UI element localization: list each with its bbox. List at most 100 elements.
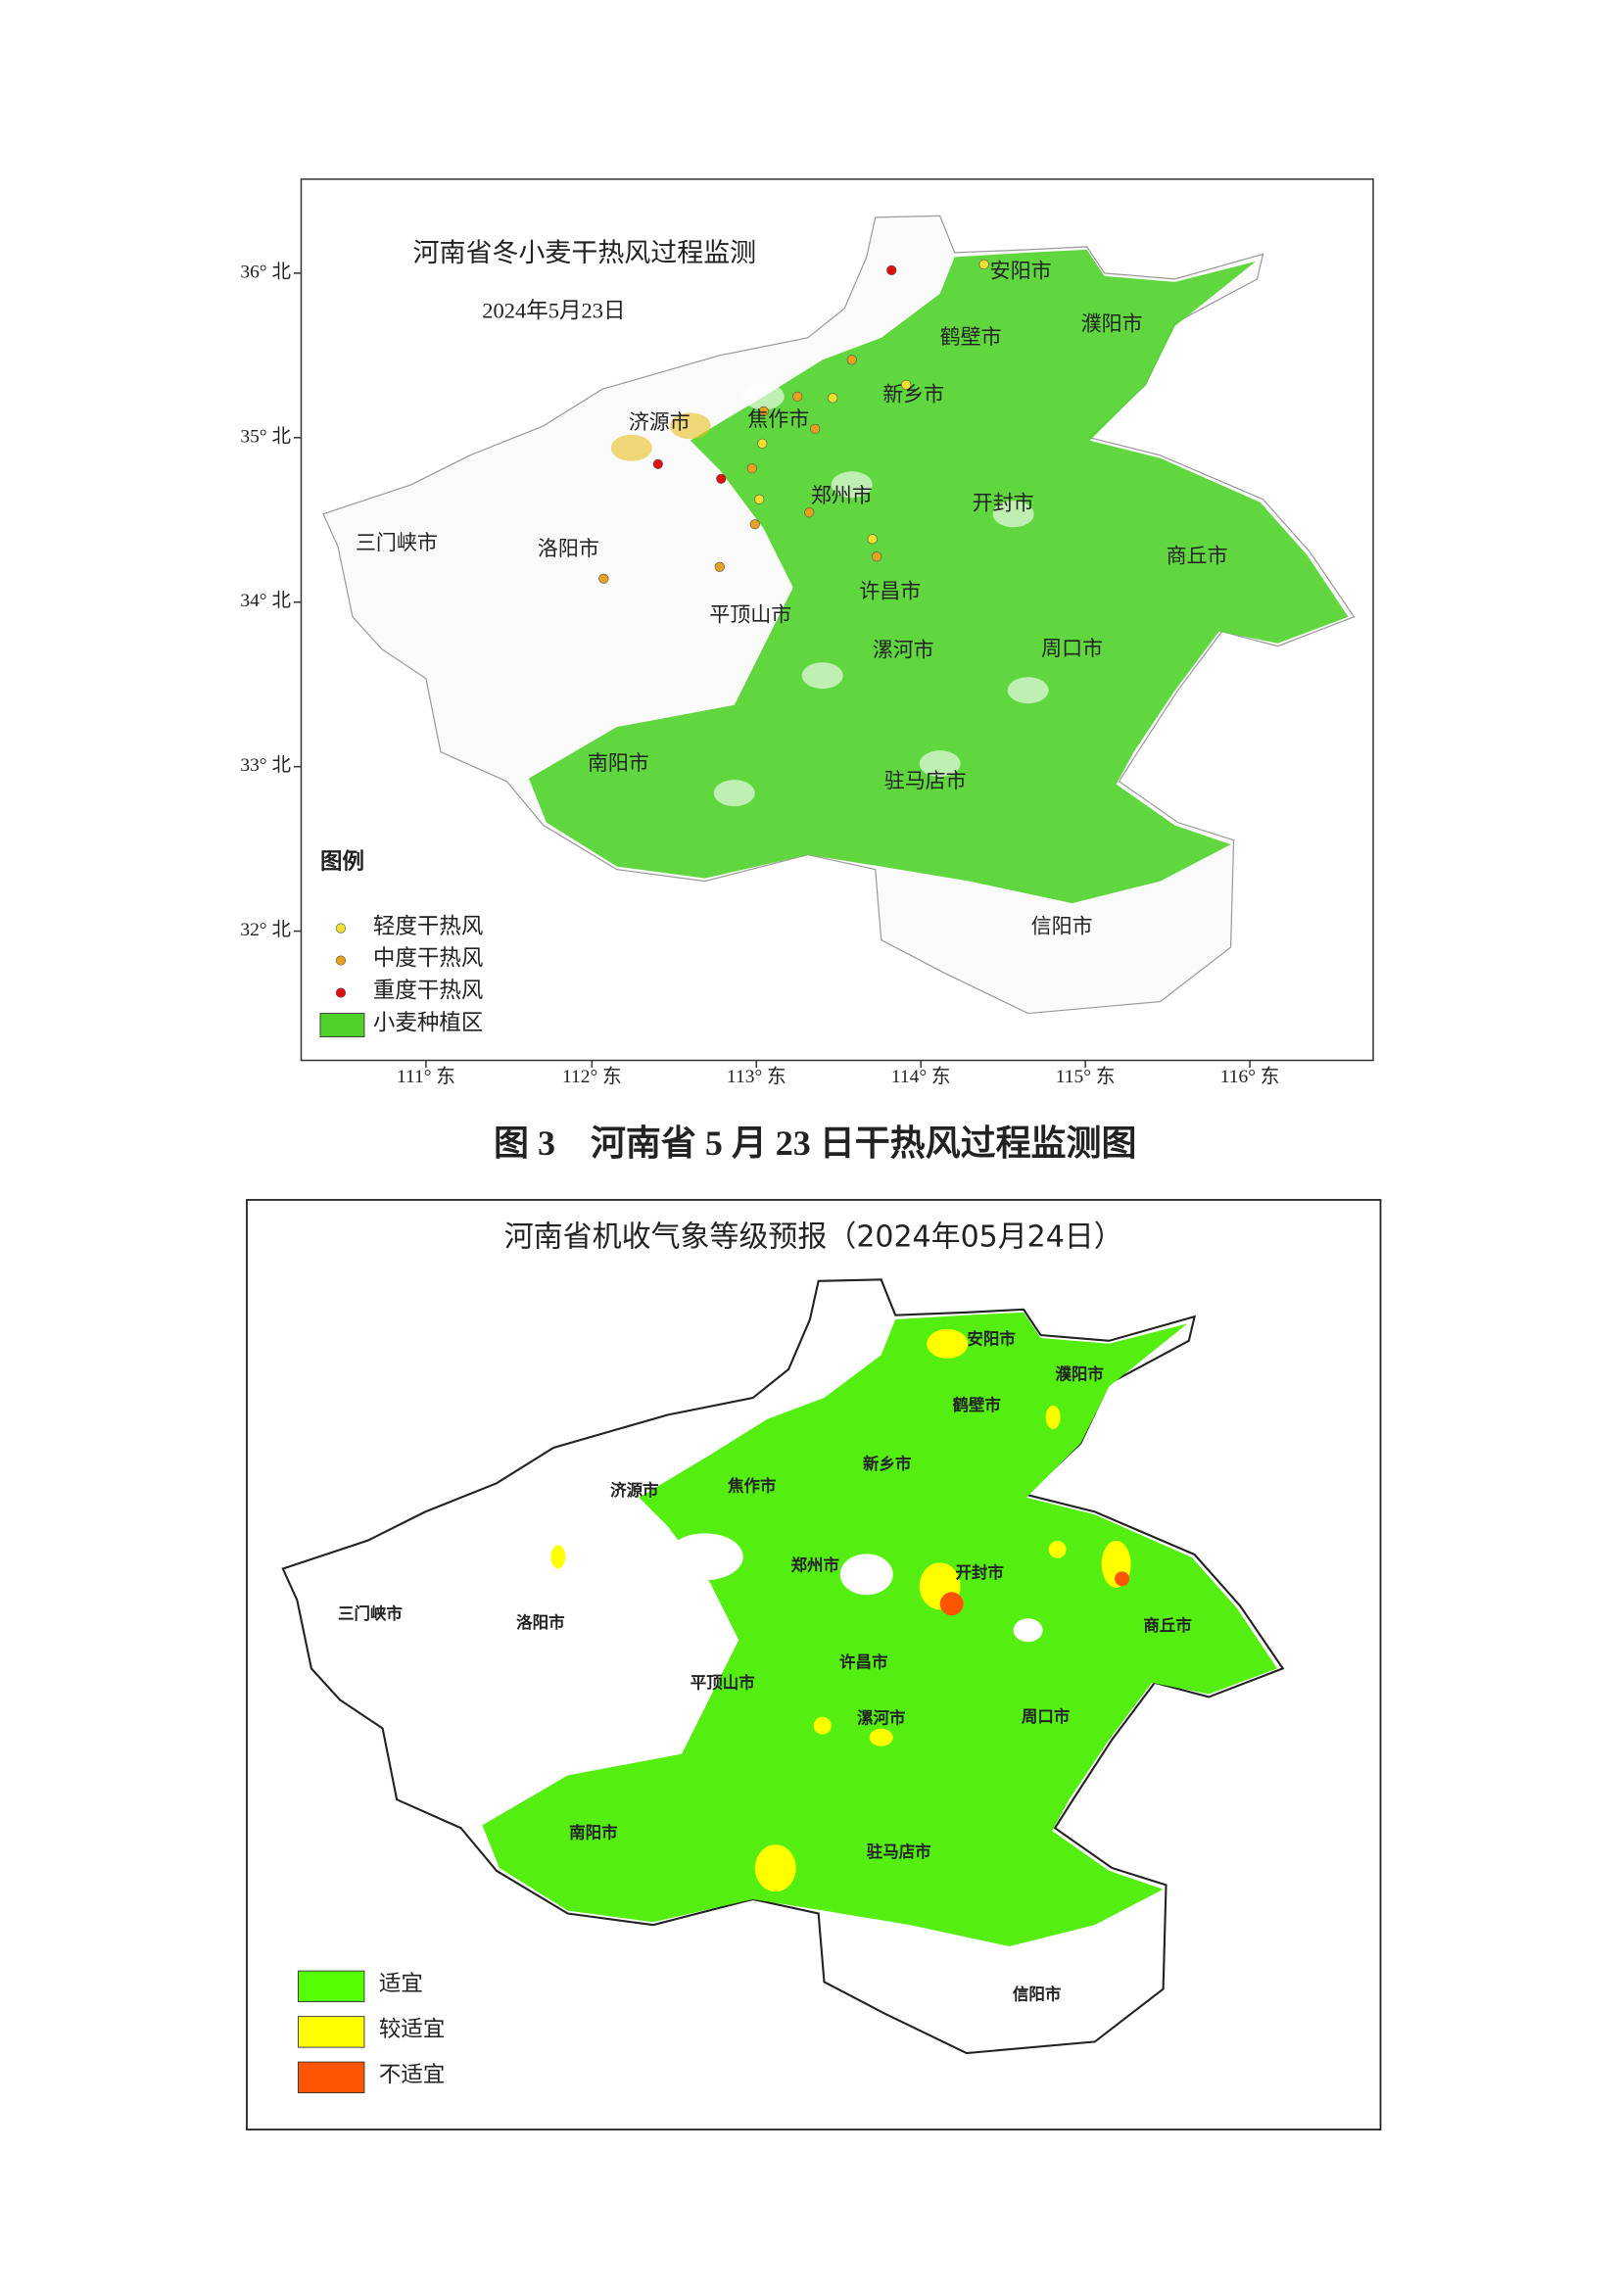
city-label: 郑州市 <box>811 484 873 507</box>
city-label: 安阳市 <box>990 260 1052 283</box>
monitor-point <box>886 264 897 275</box>
monitor-point <box>714 561 725 572</box>
city-label: 开封市 <box>955 1562 1003 1582</box>
map-patch <box>992 501 1034 528</box>
lon-label: 111° 东 <box>397 1066 455 1087</box>
city-label: 南阳市 <box>569 1822 617 1842</box>
city-label: 济源市 <box>629 410 691 434</box>
map-patch <box>1115 1571 1130 1587</box>
monitor-point <box>872 551 882 562</box>
legend-label: 小麦种植区 <box>373 1011 483 1035</box>
map1-date: 2024年5月23日 <box>482 299 625 323</box>
monitor-point <box>867 534 878 545</box>
city-label: 濮阳市 <box>1055 1364 1103 1384</box>
map-patch <box>939 1592 964 1616</box>
map-patch <box>666 1533 743 1581</box>
map2-frame <box>246 1199 1382 2130</box>
legend-swatch <box>298 2061 365 2094</box>
city-label: 新乡市 <box>882 383 944 407</box>
map-patch <box>801 662 843 690</box>
monitor-point <box>757 438 768 449</box>
city-label: 濮阳市 <box>1081 312 1143 336</box>
map-patch <box>919 750 961 778</box>
legend-label: 中度干热风 <box>373 946 483 971</box>
monitor-point <box>810 423 821 434</box>
map-patch <box>831 471 873 499</box>
map1-frame <box>300 178 1374 1062</box>
city-label: 周口市 <box>1022 1706 1070 1726</box>
city-label: 焦作市 <box>747 407 809 431</box>
city-label: 平顶山市 <box>691 1673 755 1693</box>
map-patch <box>742 383 785 410</box>
monitor-point <box>792 391 803 402</box>
monitor-point <box>716 473 727 484</box>
city-label: 郑州市 <box>791 1555 839 1575</box>
city-label: 焦作市 <box>727 1476 776 1496</box>
monitor-point <box>749 519 760 530</box>
legend-label: 不适宜 <box>379 2062 445 2086</box>
map-patch <box>813 1716 832 1735</box>
monitor-point <box>754 494 765 504</box>
map-patch <box>1048 1540 1067 1558</box>
monitor-point <box>804 507 815 518</box>
monitor-point <box>758 406 769 416</box>
city-label: 三门峡市 <box>338 1603 403 1623</box>
legend-dot <box>335 923 347 933</box>
legend-label: 重度干热风 <box>373 979 483 1003</box>
map-patch <box>754 1844 796 1892</box>
map2-title: 河南省机收气象等级预报（2024年05月24日） <box>504 1220 1123 1254</box>
city-label: 开封市 <box>973 492 1034 515</box>
monitor-point <box>598 573 609 584</box>
lat-label: 34° 北 <box>240 590 291 611</box>
city-label: 信阳市 <box>1013 1984 1061 2003</box>
city-label: 许昌市 <box>839 1652 887 1672</box>
city-label: 洛阳市 <box>538 537 599 560</box>
legend-label: 适宜 <box>379 1971 423 1995</box>
lon-label: 115° 东 <box>1056 1066 1116 1087</box>
map1-title: 河南省冬小麦干热风过程监测 <box>413 238 757 267</box>
map-patch <box>713 780 755 807</box>
legend-swatch <box>298 2016 365 2048</box>
lon-label: 114° 东 <box>891 1066 951 1087</box>
legend-label: 较适宜 <box>379 2017 445 2041</box>
map-patch <box>1007 677 1049 704</box>
monitor-point <box>828 393 838 404</box>
city-label: 驻马店市 <box>884 769 967 792</box>
legend-dot <box>335 987 347 998</box>
lat-label: 35° 北 <box>240 425 291 447</box>
city-label: 安阳市 <box>967 1329 1015 1349</box>
legend-swatch <box>319 1013 365 1037</box>
city-label: 商丘市 <box>1167 545 1228 568</box>
city-label: 漯河市 <box>873 639 934 662</box>
legend-swatch <box>298 1970 365 2003</box>
lat-label: 33° 北 <box>240 754 291 776</box>
monitor-point <box>652 458 663 469</box>
city-label: 南阳市 <box>588 751 649 775</box>
city-label: 济源市 <box>610 1480 658 1500</box>
legend-dot <box>335 955 347 966</box>
lat-label: 36° 北 <box>240 261 291 282</box>
city-label: 商丘市 <box>1143 1615 1191 1635</box>
monitor-point <box>978 259 989 269</box>
map-patch <box>610 434 652 461</box>
caption: 图 3 河南省 5 月 23 日干热风过程监测图 <box>494 1124 1136 1163</box>
legend-title: 图例 <box>320 849 364 874</box>
city-label: 洛阳市 <box>516 1612 564 1632</box>
city-label: 鹤壁市 <box>940 325 1002 349</box>
monitor-point <box>901 379 912 390</box>
city-label: 周口市 <box>1041 637 1103 660</box>
city-label: 三门峡市 <box>356 531 438 554</box>
map-patch <box>839 1554 893 1596</box>
map-patch <box>1045 1405 1061 1429</box>
map-patch <box>869 1728 893 1746</box>
city-label: 漯河市 <box>857 1708 905 1728</box>
city-label: 鹤壁市 <box>952 1395 1000 1414</box>
city-label: 信阳市 <box>1031 914 1093 937</box>
map-patch <box>927 1328 969 1359</box>
city-label: 平顶山市 <box>709 603 791 627</box>
wheat-area <box>528 249 1349 904</box>
suitable-area <box>482 1312 1277 1946</box>
city-label: 新乡市 <box>863 1454 911 1473</box>
